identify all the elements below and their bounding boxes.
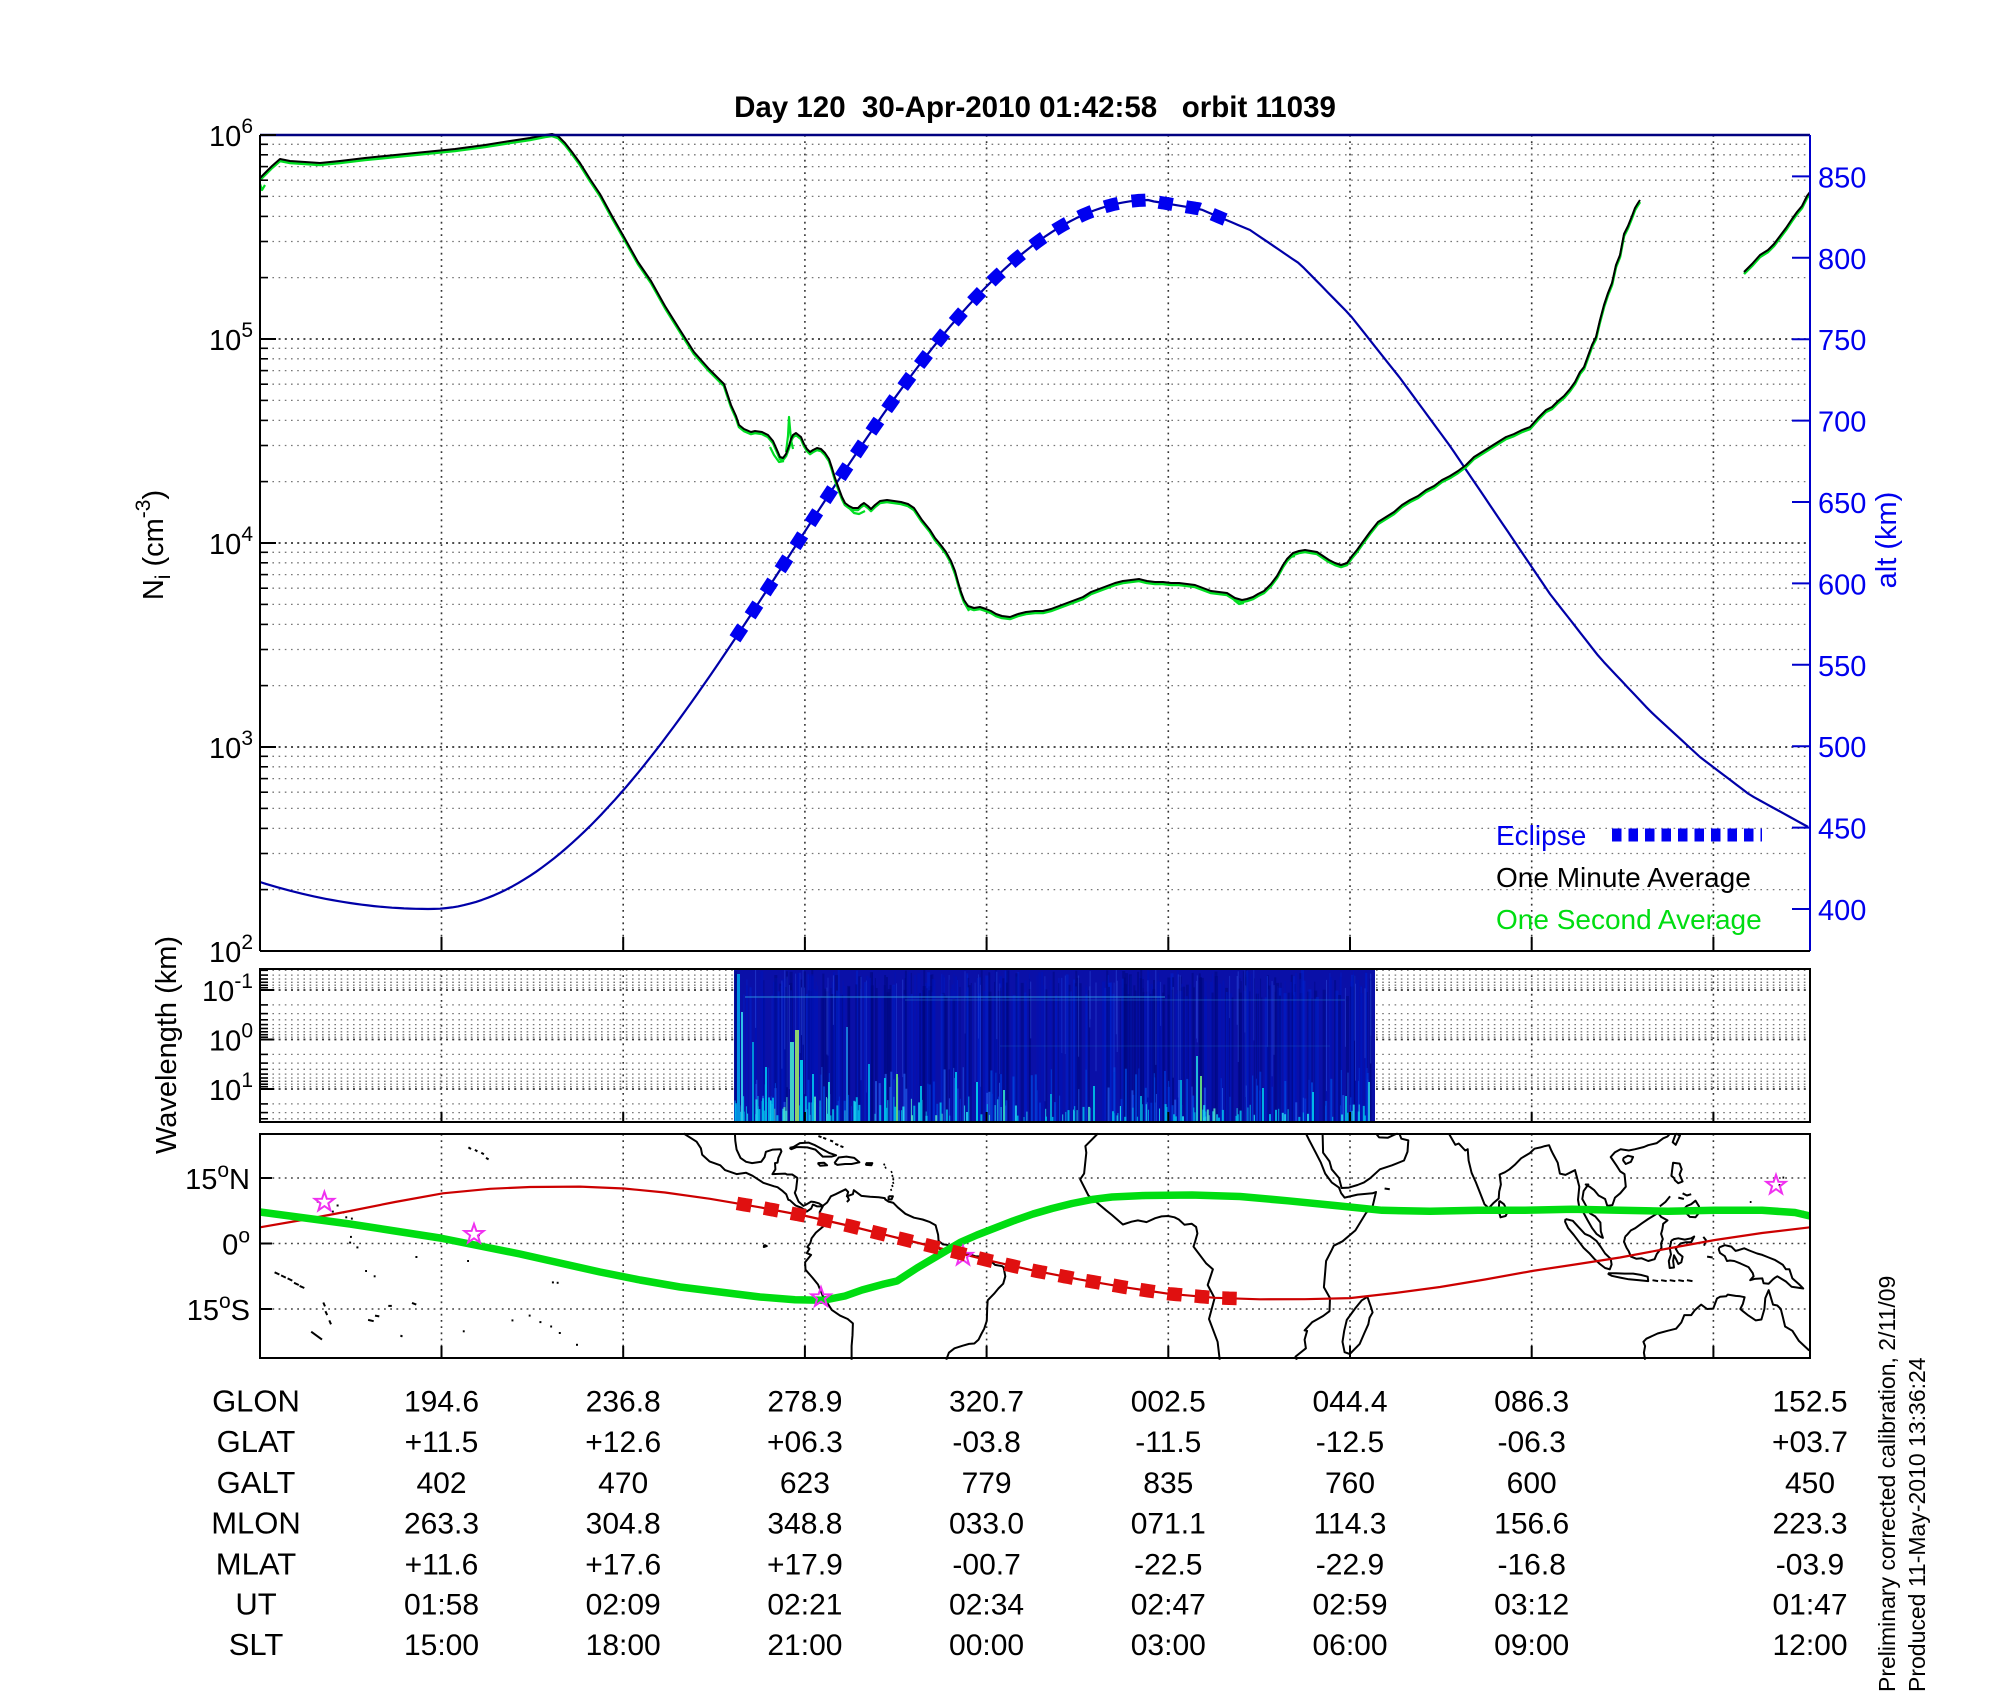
svg-text:-11.5: -11.5 [1135, 1426, 1201, 1459]
svg-text:02:47: 02:47 [1131, 1589, 1206, 1622]
svg-text:044.4: 044.4 [1312, 1385, 1387, 1418]
svg-text:236.8: 236.8 [586, 1385, 661, 1418]
svg-text:03:00: 03:00 [1131, 1629, 1206, 1662]
svg-text:278.9: 278.9 [767, 1385, 842, 1418]
svg-text:09:00: 09:00 [1494, 1629, 1569, 1662]
svg-text:450: 450 [1818, 814, 1866, 846]
svg-text:-06.3: -06.3 [1498, 1426, 1566, 1459]
svg-text:194.6: 194.6 [404, 1385, 479, 1418]
svg-text:MLAT: MLAT [216, 1546, 296, 1581]
svg-text:GALT: GALT [217, 1465, 296, 1500]
svg-text:03:12: 03:12 [1494, 1589, 1569, 1622]
svg-text:002.5: 002.5 [1131, 1385, 1206, 1418]
svg-text:Eclipse: Eclipse [1496, 820, 1586, 851]
svg-text:263.3: 263.3 [404, 1508, 479, 1541]
svg-text:348.8: 348.8 [767, 1508, 842, 1541]
svg-text:02:34: 02:34 [949, 1589, 1024, 1622]
svg-text:GLON: GLON [212, 1383, 300, 1418]
svg-text:152.5: 152.5 [1772, 1385, 1847, 1418]
svg-text:402: 402 [416, 1467, 466, 1500]
svg-text:12:00: 12:00 [1772, 1629, 1847, 1662]
svg-text:086.3: 086.3 [1494, 1385, 1569, 1418]
svg-text:071.1: 071.1 [1131, 1508, 1206, 1541]
svg-text:MLON: MLON [211, 1506, 301, 1541]
svg-text:470: 470 [598, 1467, 648, 1500]
svg-text:15oN: 15oN [185, 1159, 250, 1196]
svg-text:400: 400 [1818, 895, 1866, 927]
svg-text:Wavelength (km): Wavelength (km) [151, 936, 183, 1154]
svg-text:650: 650 [1818, 488, 1866, 520]
svg-text:-16.8: -16.8 [1498, 1548, 1566, 1581]
svg-text:15:00: 15:00 [404, 1629, 479, 1662]
svg-text:750: 750 [1818, 325, 1866, 357]
svg-text:00:00: 00:00 [949, 1629, 1024, 1662]
svg-text:UT: UT [235, 1587, 276, 1622]
svg-text:Produced 11-May-2010 13:36:24: Produced 11-May-2010 13:36:24 [1904, 1357, 1930, 1692]
svg-text:304.8: 304.8 [586, 1508, 661, 1541]
svg-text:600: 600 [1507, 1467, 1557, 1500]
svg-text:156.6: 156.6 [1494, 1508, 1569, 1541]
svg-text:-22.5: -22.5 [1134, 1548, 1202, 1581]
svg-text:760: 760 [1325, 1467, 1375, 1500]
svg-text:15oS: 15oS [187, 1290, 250, 1327]
svg-text:779: 779 [962, 1467, 1012, 1500]
svg-text:06:00: 06:00 [1312, 1629, 1387, 1662]
svg-text:450: 450 [1785, 1467, 1835, 1500]
svg-text:01:58: 01:58 [404, 1589, 479, 1622]
svg-text:SLT: SLT [229, 1627, 284, 1662]
svg-text:+03.7: +03.7 [1772, 1426, 1848, 1459]
svg-text:223.3: 223.3 [1772, 1508, 1847, 1541]
svg-text:320.7: 320.7 [949, 1385, 1024, 1418]
svg-text:01:47: 01:47 [1772, 1589, 1847, 1622]
svg-text:alt (km): alt (km) [1871, 492, 1903, 589]
svg-text:+17.6: +17.6 [585, 1548, 661, 1581]
svg-text:21:00: 21:00 [767, 1629, 842, 1662]
svg-text:Day 120 30-Apr-2010 01:42:58: Day 120 30-Apr-2010 01:42:58 orbit 11039 [734, 91, 1336, 124]
svg-text:-00.7: -00.7 [952, 1548, 1020, 1581]
svg-text:500: 500 [1818, 732, 1866, 764]
svg-text:-03.8: -03.8 [952, 1426, 1020, 1459]
svg-text:700: 700 [1818, 407, 1866, 439]
svg-text:One Minute Average: One Minute Average [1496, 862, 1751, 893]
svg-text:Preliminary corrected calibrat: Preliminary corrected calibration, 2/11/… [1874, 1276, 1900, 1692]
svg-text:+12.6: +12.6 [585, 1426, 661, 1459]
svg-text:550: 550 [1818, 651, 1866, 683]
svg-text:18:00: 18:00 [586, 1629, 661, 1662]
svg-text:600: 600 [1818, 569, 1866, 601]
svg-text:033.0: 033.0 [949, 1508, 1024, 1541]
svg-text:114.3: 114.3 [1314, 1508, 1387, 1541]
svg-text:800: 800 [1818, 244, 1866, 276]
svg-text:850: 850 [1818, 162, 1866, 194]
svg-text:02:21: 02:21 [767, 1589, 842, 1622]
svg-text:-03.9: -03.9 [1776, 1548, 1844, 1581]
svg-text:835: 835 [1143, 1467, 1193, 1500]
svg-text:GLAT: GLAT [217, 1424, 296, 1459]
svg-text:+11.5: +11.5 [405, 1426, 479, 1459]
svg-text:623: 623 [780, 1467, 830, 1500]
svg-text:Ni (cm-3): Ni (cm-3) [132, 490, 175, 600]
svg-text:One Second Average: One Second Average [1496, 904, 1762, 935]
svg-text:+06.3: +06.3 [767, 1426, 843, 1459]
svg-text:-12.5: -12.5 [1316, 1426, 1384, 1459]
svg-text:02:09: 02:09 [586, 1589, 661, 1622]
svg-text:+11.6: +11.6 [405, 1548, 479, 1581]
svg-text:02:59: 02:59 [1312, 1589, 1387, 1622]
svg-text:+17.9: +17.9 [767, 1548, 843, 1581]
svg-text:-22.9: -22.9 [1316, 1548, 1384, 1581]
